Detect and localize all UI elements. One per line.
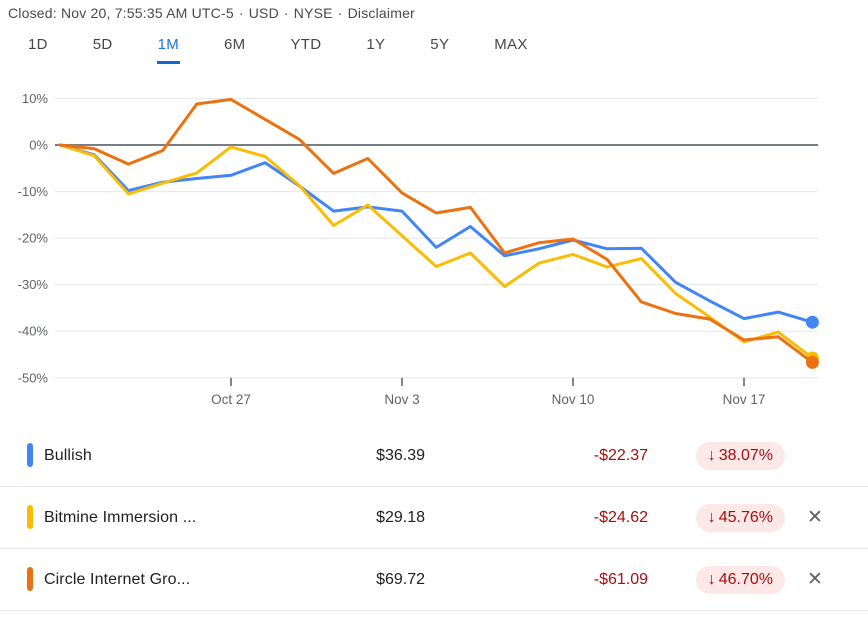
x-axis-label: Nov 17 [723,392,766,407]
tab-max[interactable]: MAX [494,36,528,53]
closed-status-text: Closed: Nov 20, 7:55:35 AM UTC-5 [8,5,234,21]
series-color-marker [27,505,33,529]
tab-5y[interactable]: 5Y [430,36,450,53]
down-arrow-icon: ↓ [707,446,716,464]
down-arrow-icon: ↓ [707,508,716,526]
x-axis-label: Oct 27 [211,392,251,407]
series-endpoint-dot-bullish [805,315,819,329]
remove-comparison-button[interactable]: ✕ [807,569,823,590]
legend-row-circle-internet-gro[interactable]: Circle Internet Gro... $69.72 -$61.09 ↓ 46.7… [0,549,868,611]
y-axis-label: -20% [18,231,49,246]
percent-change-badge: ↓ 46.70% [695,565,785,594]
down-arrow-icon: ↓ [707,570,716,588]
stock-price: $36.39 [376,446,425,464]
series-line-bitmine-immersion [58,143,814,360]
y-axis-label: -40% [18,324,49,339]
x-axis-label: Nov 3 [384,392,419,407]
series-line-bullish [58,143,814,324]
y-axis-label: -10% [18,184,49,199]
tab-5d[interactable]: 5D [92,36,113,53]
series-line-circle-internet-gro [58,97,814,364]
market-status-bar: Closed: Nov 20, 7:55:35 AM UTC-5 · USD · NYS… [8,5,415,21]
series-color-marker [27,443,33,467]
legend-row-bitmine-immersion[interactable]: Bitmine Immersion ... $29.18 -$24.62 ↓ 45.76… [0,487,868,549]
separator-dot: · [238,5,244,21]
tab-ytd[interactable]: YTD [290,36,322,53]
tab-1m[interactable]: 1M [156,31,180,64]
percent-change-badge: ↓ 38.07% [695,441,785,470]
legend-row-bullish[interactable]: Bullish $36.39 -$22.37 ↓ 38.07% [0,425,868,487]
y-axis-label: 10% [22,91,48,106]
exchange-label: NYSE [293,5,333,21]
price-change: -$24.62 [593,508,648,526]
y-axis-label: -50% [18,370,49,385]
stock-price: $69.72 [376,570,425,588]
y-axis-label: -30% [18,277,49,292]
series-color-marker [27,567,33,591]
stock-comparison-chart[interactable]: 10% 0% -10% -20% -30% -40% -50% Oct 27 Nov 3 Nov … [0,0,868,420]
price-change: -$61.09 [593,570,648,588]
tab-6m[interactable]: 6M [224,36,246,53]
time-range-tabs: 1D 5D 1M 6M YTD 1Y 5Y MAX [27,31,529,64]
separator-dot: · [283,5,289,21]
stock-name: Bullish [44,446,92,464]
stock-name: Bitmine Immersion ... [44,508,197,526]
x-axis-label: Nov 10 [552,392,595,407]
separator-dot: · [337,5,343,21]
series-endpoint-dot-circle-internet-gro [805,355,819,369]
stock-name: Circle Internet Gro... [44,570,191,588]
tab-1d[interactable]: 1D [28,36,48,53]
y-axis-label: 0% [29,138,48,153]
remove-comparison-button[interactable]: ✕ [807,507,823,528]
tab-1y[interactable]: 1Y [366,36,386,53]
currency-label: USD [248,5,279,21]
price-change: -$22.37 [593,446,648,464]
disclaimer-link[interactable]: Disclaimer [347,5,415,21]
percent-change-badge: ↓ 45.76% [695,503,785,532]
stock-price: $29.18 [376,508,425,526]
comparison-legend-table: Bullish $36.39 -$22.37 ↓ 38.07% Bitmine Immer… [0,425,868,611]
